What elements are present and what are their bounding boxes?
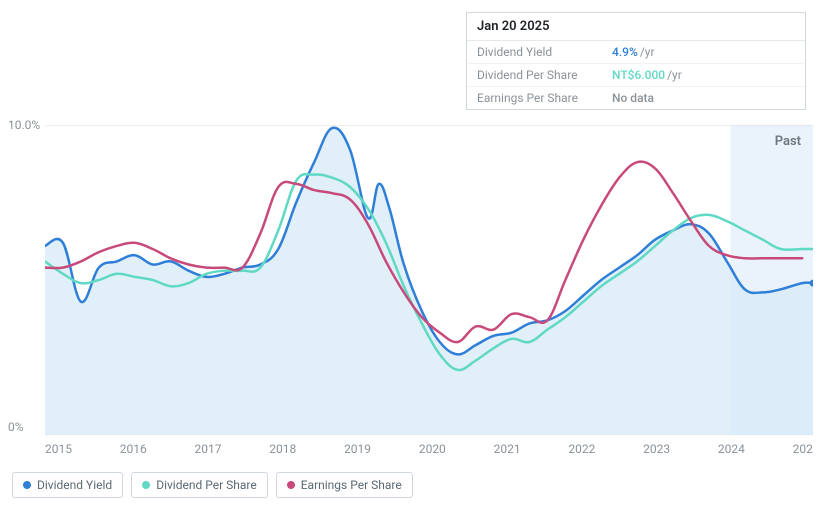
legend-dot-icon [142, 481, 150, 489]
x-axis-tick-label: 2022 [568, 442, 595, 456]
tooltip-label: Earnings Per Share [477, 91, 612, 105]
x-axis-tick-label: 2024 [718, 442, 745, 456]
tooltip-label: Dividend Yield [477, 45, 612, 59]
tooltip-value: No data [612, 91, 654, 105]
x-axis-tick-label: 2023 [643, 442, 670, 456]
x-axis-tick-label: 2018 [269, 442, 296, 456]
x-axis-tick-label: 2015 [45, 442, 72, 456]
x-axis-tick-label: 2016 [120, 442, 147, 456]
tooltip-suffix: /yr [667, 68, 682, 82]
chart-tooltip: Jan 20 2025 Dividend Yield 4.9% /yr Divi… [466, 12, 806, 110]
tooltip-label: Dividend Per Share [477, 68, 612, 82]
legend-item-dividend-yield[interactable]: Dividend Yield [12, 472, 123, 498]
legend-label: Earnings Per Share [301, 478, 402, 492]
legend-dot-icon [23, 481, 31, 489]
chart-plot-area[interactable] [45, 125, 813, 435]
past-region-label: Past [775, 134, 801, 149]
tooltip-row: Dividend Yield 4.9% /yr [467, 41, 805, 64]
tooltip-row: Earnings Per Share No data [467, 87, 805, 109]
legend-label: Dividend Yield [37, 478, 112, 492]
y-axis-tick-label: 0% [8, 420, 24, 434]
x-axis: 2015 2016 2017 2018 2019 2020 2021 2022 2023 2024… [45, 442, 813, 456]
tooltip-date: Jan 20 2025 [467, 13, 805, 41]
dividend-chart: Jan 20 2025 Dividend Yield 4.9% /yr Divi… [0, 0, 821, 508]
legend-label: Dividend Per Share [156, 478, 257, 492]
tooltip-value: NT$6.000 [612, 68, 665, 82]
x-axis-tick-label: 2021 [494, 442, 521, 456]
x-axis-tick-label: 2017 [195, 442, 222, 456]
x-axis-tick-label: 202 [793, 442, 813, 456]
legend-dot-icon [287, 481, 295, 489]
tooltip-value: 4.9% [612, 45, 638, 59]
x-axis-tick-label: 2020 [419, 442, 446, 456]
tooltip-suffix: /yr [640, 45, 655, 59]
legend-item-earnings-per-share[interactable]: Earnings Per Share [276, 472, 413, 498]
y-axis-tick-label: 10.0% [8, 118, 40, 132]
chart-legend: Dividend Yield Dividend Per Share Earnin… [12, 472, 413, 498]
legend-item-dividend-per-share[interactable]: Dividend Per Share [131, 472, 268, 498]
x-axis-tick-label: 2019 [344, 442, 371, 456]
tooltip-row: Dividend Per Share NT$6.000 /yr [467, 64, 805, 87]
